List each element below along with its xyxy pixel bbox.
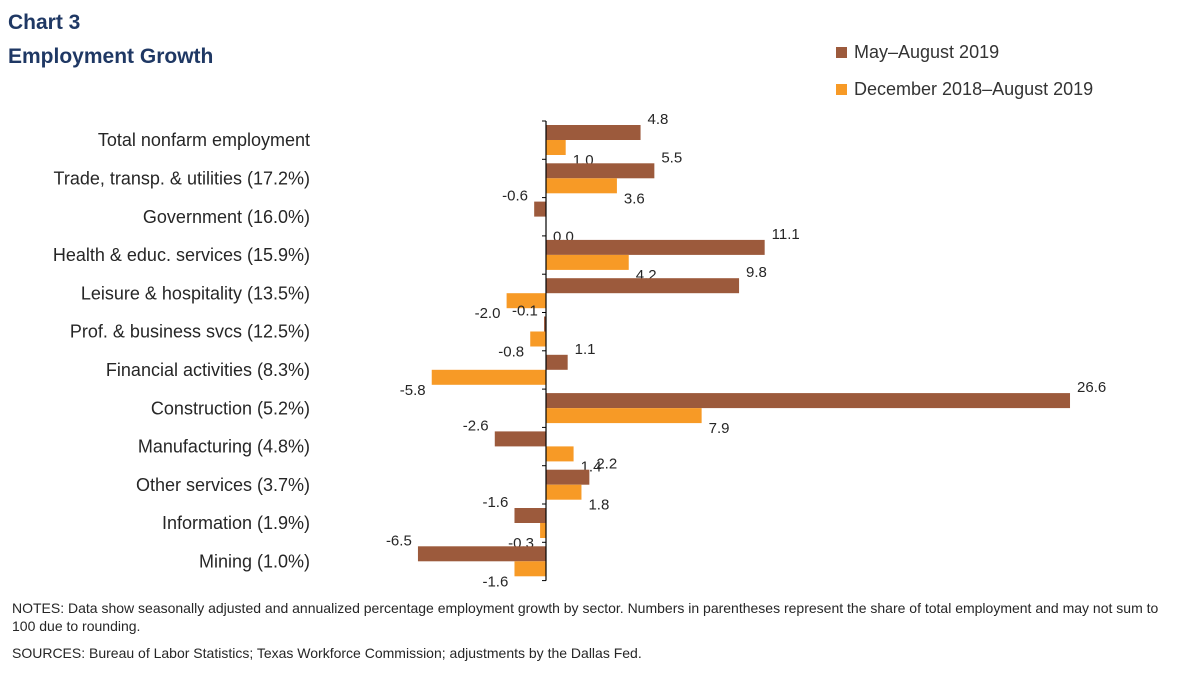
- data-label: 7.9: [709, 420, 730, 437]
- category-label: Total nonfarm employment: [98, 130, 310, 150]
- category-label: Leisure & hospitality (13.5%): [81, 283, 310, 303]
- category-label: Financial activities (8.3%): [106, 360, 310, 380]
- legend-swatch-series-1: [836, 47, 847, 58]
- data-label: 3.6: [624, 190, 645, 207]
- bar-series-2: [540, 523, 546, 538]
- bar-series-1: [546, 393, 1071, 409]
- data-label: 11.1: [772, 226, 800, 243]
- bar-series-1: [546, 469, 590, 485]
- data-label: -1.6: [482, 573, 508, 590]
- legend-label-series-2: December 2018–August 2019: [854, 79, 1094, 99]
- chart-title-block: Chart 3 Employment Growth: [8, 6, 213, 74]
- chart-title: Employment Growth: [8, 45, 214, 68]
- data-label: 9.8: [746, 264, 767, 281]
- data-label: -1.6: [482, 494, 508, 511]
- chart-notes: NOTES: Data show seasonally adjusted and…: [12, 600, 1159, 634]
- category-label: Mining (1.0%): [199, 551, 310, 571]
- bar-series-1: [546, 163, 655, 179]
- bar-series-1: [544, 316, 546, 332]
- bar-series-1: [417, 546, 546, 562]
- bar-series-1: [546, 125, 641, 140]
- category-label: Other services (3.7%): [136, 475, 310, 495]
- data-label: -0.6: [502, 188, 528, 205]
- category-label: Trade, transp. & utilities (17.2%): [54, 168, 310, 188]
- bar-series-2: [530, 331, 546, 347]
- data-label: -0.8: [498, 344, 524, 361]
- bar-series-2: [546, 178, 617, 194]
- data-label: -5.8: [400, 382, 426, 399]
- data-label: 26.6: [1077, 379, 1106, 396]
- chart-sources: SOURCES: Bureau of Labor Statistics; Tex…: [12, 645, 642, 661]
- data-label: -6.5: [386, 532, 412, 549]
- category-label: Construction (5.2%): [151, 398, 310, 418]
- category-label: Health & educ. services (15.9%): [53, 245, 310, 265]
- category-label: Information (1.9%): [162, 513, 310, 533]
- data-label: 2.2: [596, 456, 617, 473]
- bar-series-1: [514, 508, 546, 523]
- data-label: -2.6: [463, 417, 489, 434]
- data-label: 1.1: [575, 341, 596, 358]
- category-label: Manufacturing (4.8%): [138, 437, 310, 457]
- bar-series-1: [546, 278, 740, 294]
- bar-series-2: [546, 446, 574, 462]
- bar-series-2: [546, 484, 582, 500]
- legend-item-series-1: May–August 2019: [836, 34, 1093, 71]
- bar-series-2: [546, 408, 702, 424]
- bar-series-2: [514, 561, 546, 577]
- category-label: Prof. & business svcs (12.5%): [70, 322, 310, 342]
- legend-label-series-1: May–August 2019: [854, 42, 1000, 62]
- bar-series-1: [546, 239, 765, 255]
- data-label: 5.5: [661, 149, 682, 166]
- bar-series-1: [534, 201, 546, 217]
- bar-series-2: [546, 254, 629, 270]
- bar-series-2: [546, 140, 566, 155]
- bar-series-2: [506, 293, 546, 309]
- chart-legend: May–August 2019 December 2018–August 201…: [836, 34, 1093, 108]
- data-label: -2.0: [475, 305, 501, 322]
- bar-series-1: [494, 431, 546, 447]
- legend-item-series-2: December 2018–August 2019: [836, 71, 1093, 108]
- chart-number: Chart 3: [8, 11, 81, 34]
- data-label: -0.1: [512, 303, 538, 320]
- bar-series-1: [546, 354, 568, 370]
- data-label: 4.8: [648, 111, 669, 128]
- legend-swatch-series-2: [836, 84, 847, 95]
- data-label: 1.8: [588, 497, 609, 514]
- bar-series-2: [431, 369, 546, 385]
- category-label: Government (16.0%): [143, 207, 310, 227]
